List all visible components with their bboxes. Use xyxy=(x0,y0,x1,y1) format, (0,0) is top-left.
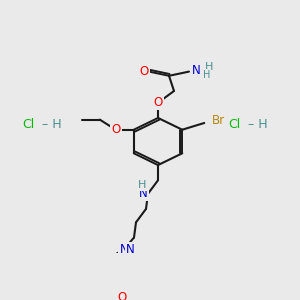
Text: – H: – H xyxy=(244,118,268,131)
Text: O: O xyxy=(140,65,148,78)
Text: O: O xyxy=(111,123,120,136)
Text: N: N xyxy=(126,243,135,256)
Text: H: H xyxy=(138,180,146,190)
Text: – H: – H xyxy=(38,118,62,131)
Text: Br: Br xyxy=(212,114,225,127)
Text: Cl: Cl xyxy=(22,118,34,131)
Text: Br: Br xyxy=(212,114,225,127)
Text: N: N xyxy=(192,64,201,77)
Text: H: H xyxy=(205,61,213,71)
Text: N: N xyxy=(126,243,135,256)
Text: H: H xyxy=(203,70,210,80)
Text: N: N xyxy=(139,187,148,200)
Text: O: O xyxy=(117,291,127,300)
Text: Cl: Cl xyxy=(228,118,240,131)
Text: O: O xyxy=(140,65,148,78)
Text: – H: – H xyxy=(38,118,62,131)
Text: Cl: Cl xyxy=(22,118,34,131)
Text: – H: – H xyxy=(244,118,268,131)
Text: H: H xyxy=(205,61,213,71)
Text: O: O xyxy=(111,123,120,136)
Text: N: N xyxy=(192,64,201,77)
Text: N: N xyxy=(120,243,128,256)
Text: O: O xyxy=(117,291,127,300)
Text: H: H xyxy=(203,70,210,80)
Text: N: N xyxy=(120,243,128,256)
Text: O: O xyxy=(153,96,163,109)
Text: H: H xyxy=(138,180,146,190)
Text: Cl: Cl xyxy=(228,118,240,131)
Text: O: O xyxy=(153,96,163,109)
Text: N: N xyxy=(139,187,148,200)
